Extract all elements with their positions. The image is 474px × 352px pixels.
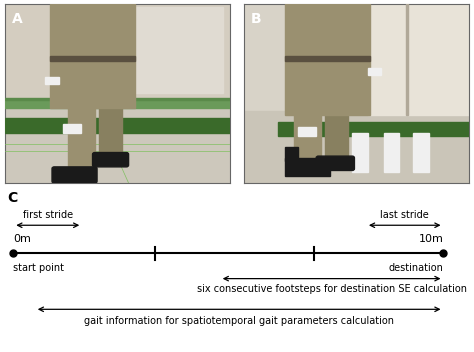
Bar	[284, 147, 298, 162]
FancyBboxPatch shape	[316, 156, 355, 170]
Text: start point: start point	[13, 263, 64, 272]
Bar	[368, 68, 382, 75]
Text: gait information for spatiotemporal gait parameters calculation: gait information for spatiotemporal gait…	[84, 316, 394, 326]
Bar	[5, 104, 230, 183]
Bar	[5, 118, 230, 133]
Text: 0m: 0m	[13, 234, 31, 244]
Bar	[383, 133, 400, 172]
Bar	[5, 98, 230, 100]
Bar	[294, 108, 320, 172]
Bar	[244, 111, 469, 183]
Text: 10m: 10m	[419, 234, 444, 244]
FancyBboxPatch shape	[52, 167, 97, 183]
Text: last stride: last stride	[380, 210, 429, 220]
Text: C: C	[7, 190, 17, 205]
Bar	[352, 133, 368, 172]
Text: six consecutive footsteps for destination SE calculation: six consecutive footsteps for destinatio…	[197, 284, 466, 294]
Bar	[45, 77, 59, 84]
Bar	[368, 4, 469, 115]
Bar	[83, 7, 223, 93]
Text: destination: destination	[389, 263, 444, 272]
Bar	[284, 4, 370, 115]
Bar	[244, 4, 469, 115]
Bar	[298, 127, 316, 136]
Bar	[325, 111, 347, 162]
Bar	[99, 104, 122, 158]
Bar	[5, 4, 230, 108]
Text: first stride: first stride	[23, 210, 73, 220]
Bar	[5, 100, 230, 108]
Bar	[278, 122, 469, 136]
Bar	[284, 56, 370, 61]
Bar	[68, 106, 95, 174]
Bar	[63, 124, 82, 133]
Bar	[284, 158, 330, 176]
Bar	[413, 133, 428, 172]
Text: A: A	[11, 12, 22, 26]
Bar	[406, 4, 409, 115]
FancyBboxPatch shape	[92, 152, 128, 167]
Bar	[50, 56, 136, 61]
Bar	[50, 4, 136, 108]
Text: B: B	[251, 12, 262, 26]
